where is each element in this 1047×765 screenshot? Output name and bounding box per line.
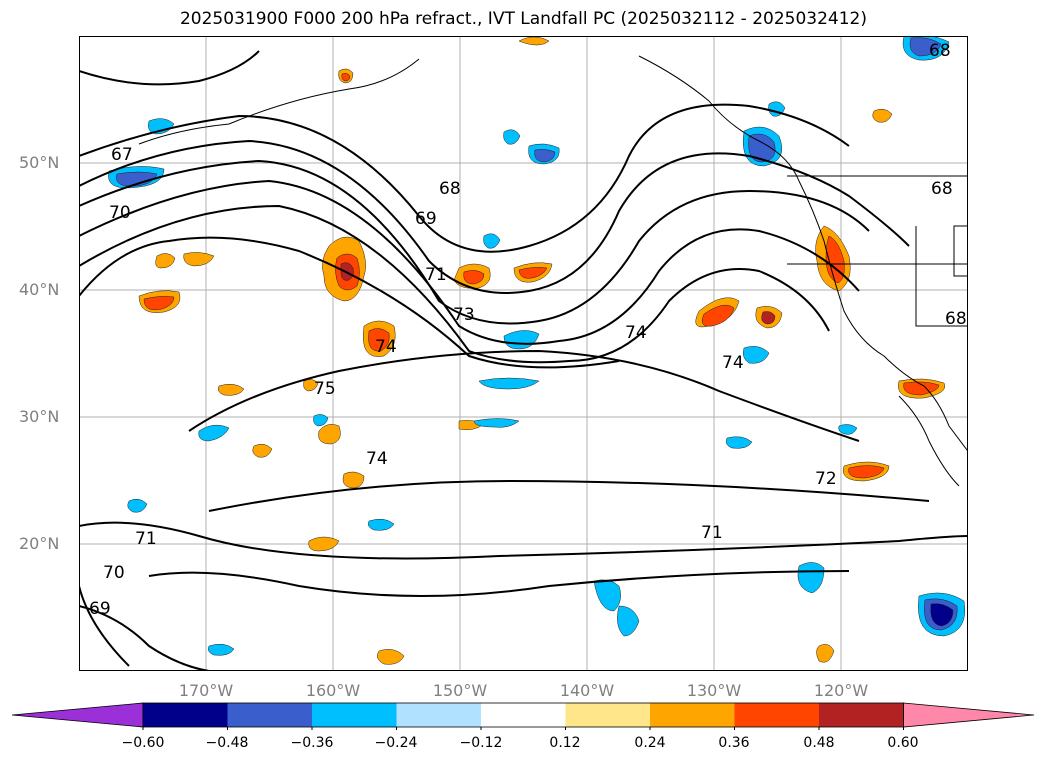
contour-label: 71 (425, 265, 447, 285)
contour-label: 69 (415, 209, 437, 229)
colorbar-extension-low (11, 702, 144, 728)
colorbar-frame (142, 702, 904, 728)
contour-label: 71 (701, 523, 723, 543)
contour-label: 74 (625, 323, 647, 343)
colorbar-bin (650, 703, 735, 727)
colorbar-bin (227, 703, 312, 727)
map-title: 2025031900 F000 200 hPa refract., IVT La… (179, 9, 867, 29)
contour-label: 70 (109, 203, 131, 223)
colorbar-bin (481, 703, 566, 727)
colorbar-tick-label: −0.48 (205, 735, 249, 751)
colorbar-bin (396, 703, 481, 727)
refractivity-contours (79, 50, 968, 671)
colorbar-tick-label: 0.24 (634, 735, 666, 751)
colorbar-bin (143, 703, 228, 727)
contour-label: 71 (135, 529, 157, 549)
lat-label: 40°N (19, 280, 60, 299)
lon-label: 130°W (686, 681, 742, 700)
contour-label: 74 (722, 353, 744, 373)
colorbar-extension-high (903, 702, 1035, 728)
colorbar (11, 702, 1035, 730)
contour-label: 68 (945, 309, 967, 329)
contour-label: 72 (815, 469, 837, 489)
lon-label: 160°W (305, 681, 361, 700)
colorbar-tick-label: 0.12 (549, 735, 581, 751)
colorbar-tick-label: −0.36 (290, 735, 334, 751)
colorbar-tick-label: −0.12 (459, 735, 503, 751)
colorbar-bin (312, 703, 397, 727)
colorbar-tick-label: 0.36 (718, 735, 750, 751)
lat-label: 50°N (19, 153, 60, 172)
contour-label: 75 (314, 379, 336, 399)
contour-label: 69 (89, 599, 111, 619)
graticule (79, 36, 968, 671)
map-panel[interactable]: 67 68 69 70 71 73 75 74 74 74 72 71 71 7… (79, 36, 968, 671)
lon-label: 120°W (813, 681, 869, 700)
coastlines (138, 55, 968, 487)
colorbar-bin (565, 703, 650, 727)
lon-label: 170°W (178, 681, 234, 700)
contour-label: 74 (375, 337, 397, 357)
lon-label: 150°W (432, 681, 488, 700)
colorbar-tick-label: −0.24 (374, 735, 418, 751)
contour-label: 68 (439, 179, 461, 199)
contour-label: 73 (453, 305, 475, 325)
colorbar-tick-label: 0.60 (887, 735, 919, 751)
lon-label: 140°W (559, 681, 615, 700)
lat-label: 20°N (19, 534, 60, 553)
contour-labels: 67 68 69 70 71 73 75 74 74 74 72 71 71 7… (89, 41, 967, 619)
contour-label: 74 (366, 449, 388, 469)
colorbar-bin (734, 703, 819, 727)
contour-label: 70 (103, 563, 125, 583)
colorbar-tick-label: 0.48 (803, 735, 835, 751)
contour-label: 68 (929, 41, 951, 61)
colorbar-bin (819, 703, 904, 727)
ivt-shading (138, 36, 946, 665)
contour-label: 67 (111, 145, 133, 165)
colorbar-tick-label: −0.60 (121, 735, 165, 751)
ivt-shading-negative (108, 36, 966, 656)
lat-label: 30°N (19, 407, 60, 426)
contour-label: 68 (931, 179, 953, 199)
map-canvas: 67 68 69 70 71 73 75 74 74 74 72 71 71 7… (79, 36, 968, 671)
